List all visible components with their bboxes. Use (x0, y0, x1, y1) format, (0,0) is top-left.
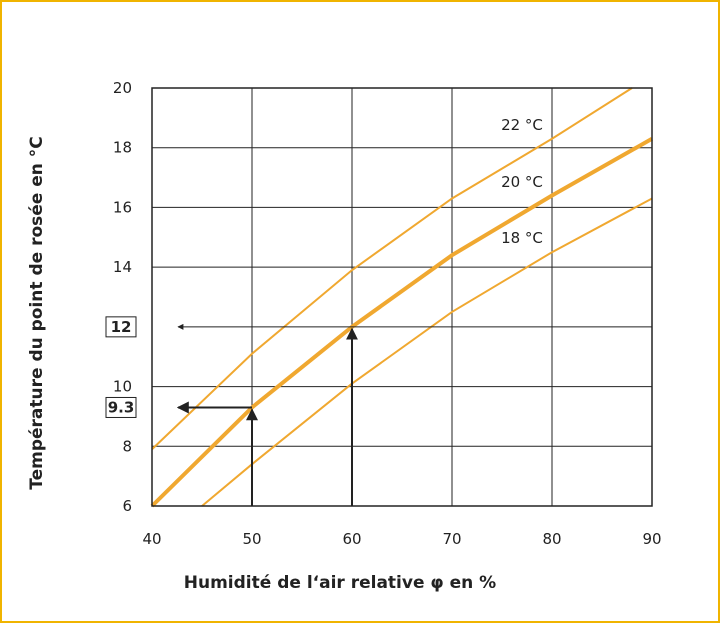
x-tick-label: 70 (442, 530, 461, 548)
x-tick-label: 60 (342, 530, 361, 548)
annotation-box (105, 316, 137, 338)
series-line (201, 197, 653, 507)
y-tick-label: 16 (113, 198, 132, 216)
y-tick-label: 10 (113, 378, 132, 396)
series-line (151, 87, 633, 450)
y-axis-title: Température du point de rosée en °C (27, 136, 47, 490)
series-label: 20 °C (501, 173, 543, 191)
annotation-box (105, 396, 137, 418)
annotation-label: 9.3 (108, 398, 135, 416)
x-axis-title: Humidité de l‘air relative φ en % (184, 573, 496, 593)
series-label: 22 °C (501, 116, 543, 134)
x-tick-label: 90 (642, 530, 661, 548)
x-tick-label: 80 (542, 530, 561, 548)
series-line (150, 137, 653, 508)
x-tick-label: 50 (242, 530, 261, 548)
y-tick-label: 18 (113, 139, 132, 157)
y-tick-label: 6 (122, 497, 132, 515)
annotation-label: 12 (111, 318, 132, 336)
grid (151, 87, 653, 507)
annotations: 9.3 12 (105, 316, 652, 506)
y-tick-label: 20 (113, 79, 132, 97)
y-tick-label: 14 (113, 258, 132, 276)
lines (150, 87, 653, 508)
plot-frame (151, 87, 653, 507)
y-tick-label: 8 (122, 437, 132, 455)
series-label: 18 °C (501, 229, 543, 247)
x-tick-label: 40 (142, 530, 161, 548)
